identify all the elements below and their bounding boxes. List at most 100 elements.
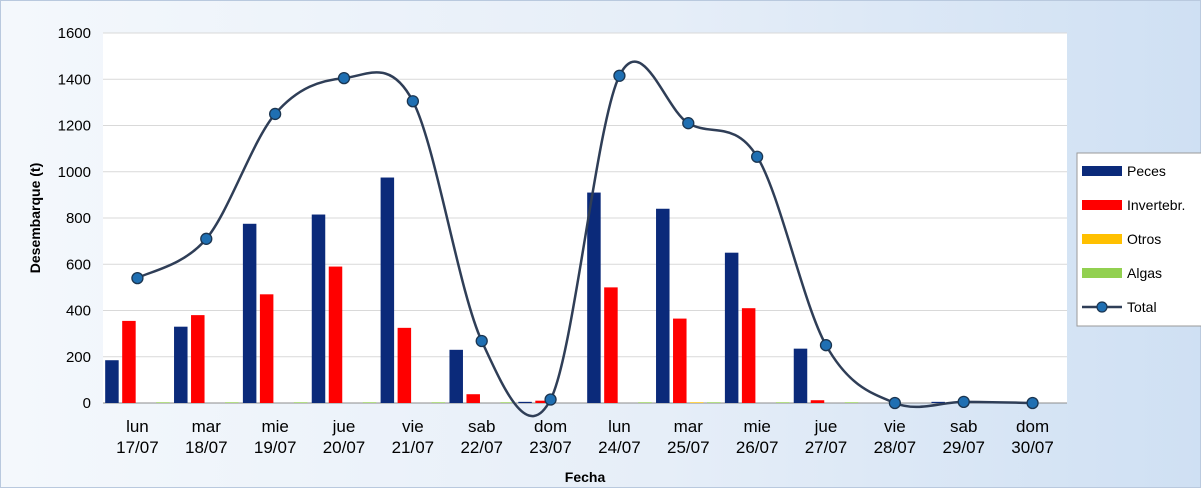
x-tick-label-date: 22/07	[460, 438, 503, 457]
y-tick-label: 1600	[58, 25, 91, 42]
x-tick-label-date: 23/07	[529, 438, 572, 457]
x-tick-label-day: vie	[402, 417, 424, 436]
total-line-path	[136, 60, 1033, 418]
x-tick-label-day: dom	[1016, 417, 1049, 436]
x-tick-label-day: lun	[608, 417, 631, 436]
x-tick-label-day: mie	[261, 417, 288, 436]
bars	[105, 177, 945, 403]
x-tick-label-day: sab	[468, 417, 495, 436]
bar-invertebr	[259, 294, 274, 403]
bar-invertebr	[535, 400, 549, 403]
x-tick-label-date: 29/07	[942, 438, 985, 457]
x-tick-label-day: jue	[814, 417, 838, 436]
x-tick-label-date: 20/07	[323, 438, 366, 457]
legend-swatch	[1082, 200, 1122, 210]
total-point	[475, 334, 488, 348]
bar-peces	[931, 401, 945, 403]
legend-label: Algas	[1127, 265, 1162, 281]
total-point	[337, 71, 351, 85]
bar-invertebr	[191, 315, 205, 403]
total-point	[613, 69, 626, 82]
bar-invertebr	[466, 394, 480, 403]
x-tick-label-date: 30/07	[1011, 438, 1054, 457]
y-axis-title: Desembarque (t)	[27, 163, 43, 273]
y-tick-label: 800	[66, 210, 91, 227]
total-point	[544, 393, 557, 406]
bar-peces	[793, 348, 808, 403]
legend: Peces Invertebr. Otros Algas Total	[1076, 152, 1201, 327]
y-tick-label: 1400	[58, 71, 91, 88]
bar-peces	[587, 192, 601, 403]
bar-otros	[690, 402, 704, 403]
x-tick-label-day: dom	[534, 417, 567, 436]
y-tick-label: 1000	[58, 164, 91, 181]
bar-algas	[638, 402, 652, 403]
x-tick-label-date: 18/07	[185, 438, 228, 457]
total-point	[682, 117, 695, 130]
bar-invertebr	[397, 327, 412, 403]
total-point	[750, 150, 764, 163]
y-tick-label: 600	[66, 256, 91, 273]
x-tick-label-day: sab	[950, 417, 977, 436]
x-axis-title: Fecha	[565, 469, 606, 485]
x-tick-label-date: 21/07	[392, 438, 435, 457]
x-tick-label-date: 19/07	[254, 438, 297, 457]
total-point	[131, 271, 144, 285]
bar-peces	[380, 177, 395, 403]
total-point	[406, 95, 420, 108]
bar-peces	[311, 214, 326, 403]
x-tick-label-date: 24/07	[598, 438, 641, 457]
x-tick-label-day: lun	[126, 417, 149, 436]
y-tick-label: 1200	[58, 118, 91, 135]
x-tick-label-day: jue	[332, 417, 356, 436]
x-tick-label-day: mar	[674, 417, 704, 436]
bar-peces	[242, 223, 257, 403]
y-tick-label: 0	[83, 395, 91, 412]
bar-algas	[431, 402, 446, 403]
bar-peces	[174, 326, 188, 403]
total-point	[268, 107, 282, 121]
total-point	[1026, 396, 1039, 410]
bar-algas	[500, 402, 514, 403]
legend-swatch	[1082, 166, 1122, 176]
bar-invertebr	[741, 308, 756, 403]
total-point	[888, 396, 902, 410]
legend-swatch-marker	[1096, 301, 1108, 313]
x-tick-label-date: 26/07	[736, 438, 779, 457]
legend-label: Total	[1127, 299, 1157, 315]
bar-algas	[707, 402, 721, 403]
bar-invertebr	[122, 320, 136, 403]
legend-label: Peces	[1127, 163, 1166, 179]
total-point	[819, 339, 833, 352]
x-tick-label-date: 25/07	[667, 438, 710, 457]
bar-invertebr	[604, 287, 618, 403]
bar-algas	[775, 402, 790, 403]
total-point	[200, 232, 213, 245]
y-tick-label: 200	[66, 349, 91, 366]
legend-label: Otros	[1127, 231, 1161, 247]
bar-algas	[844, 402, 859, 403]
bar-algas	[362, 402, 377, 403]
bar-algas	[225, 402, 239, 403]
bar-invertebr	[673, 318, 687, 403]
bar-algas	[156, 402, 170, 403]
bar-invertebr	[328, 266, 343, 403]
bar-peces	[724, 252, 739, 403]
legend-swatch	[1082, 234, 1122, 244]
bar-peces	[105, 360, 119, 403]
x-tick-label-date: 27/07	[805, 438, 848, 457]
bar-peces	[449, 349, 463, 403]
total-point	[957, 395, 970, 408]
legend-label: Invertebr.	[1127, 197, 1185, 213]
x-tick-label-date: 28/07	[874, 438, 917, 457]
bar-peces	[518, 401, 532, 403]
x-tick-label-day: mar	[192, 417, 222, 436]
bar-peces	[656, 208, 670, 403]
x-tick-label-date: 17/07	[116, 438, 159, 457]
total-line	[131, 60, 1039, 418]
y-axis-ticks: 0 200 400 600 800 1000 1200 1400 1600	[58, 25, 91, 412]
x-axis-ticks: lun 17/07 mar 18/07 mie 19/07 jue 20/07 vie 21/07…	[116, 417, 1054, 457]
bar-invertebr	[810, 400, 825, 403]
x-tick-label-day: vie	[884, 417, 906, 436]
